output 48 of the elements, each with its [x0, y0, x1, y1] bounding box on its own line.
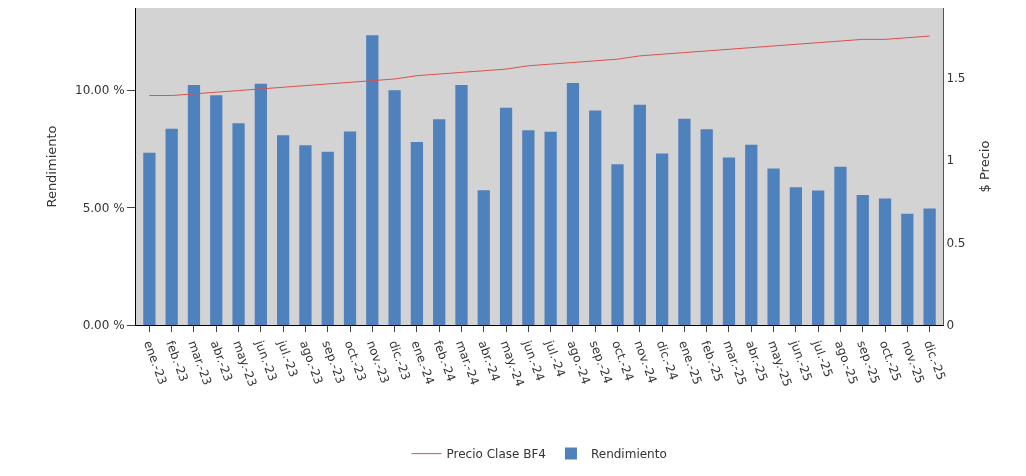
bar: [433, 119, 446, 325]
bar: [834, 166, 847, 325]
bar: [254, 83, 267, 325]
bar: [143, 152, 156, 325]
line-series: [148, 35, 931, 97]
bar: [343, 131, 357, 325]
bar: [455, 85, 468, 325]
bar: [210, 95, 223, 325]
bar: [633, 104, 646, 325]
bar: [878, 198, 892, 325]
y2-tick-label: 1: [946, 153, 955, 168]
bar: [611, 164, 624, 325]
bar: [722, 157, 736, 325]
bar: [410, 142, 424, 325]
bar: [522, 130, 535, 325]
bar: [589, 110, 602, 325]
bar: [232, 123, 245, 325]
y-axis-title: Rendimiento: [43, 125, 59, 208]
legend-label: Precio Clase BF4: [446, 447, 546, 462]
y2-tick-label: 1.5: [946, 70, 966, 85]
bar: [923, 208, 936, 325]
bar: [187, 85, 201, 325]
bar: [277, 135, 290, 325]
y-tick-label: 0.00 %: [82, 318, 125, 333]
bar: [165, 128, 178, 325]
y-tick-label: 5.00 %: [82, 200, 125, 215]
y2-tick-label: 0.5: [946, 235, 966, 250]
y2-tick-label: 0: [946, 318, 955, 333]
bar: [655, 153, 669, 325]
bar: [477, 190, 490, 325]
bar: [299, 145, 312, 325]
bar: [499, 107, 513, 325]
bar: [321, 151, 334, 325]
legend-label: Rendimiento: [590, 447, 667, 462]
bar: [566, 82, 580, 325]
y-tick-label: 10.00 %: [75, 83, 125, 98]
y2-axis-title: $ Precio: [977, 140, 993, 193]
bar: [700, 129, 713, 325]
bar: [544, 131, 557, 325]
bar: [678, 118, 691, 325]
bar: [745, 144, 758, 325]
bar: [767, 168, 780, 325]
bar: [388, 90, 401, 325]
bar: [856, 194, 869, 325]
bar: [789, 187, 802, 325]
bar: [901, 213, 914, 325]
bar: [366, 35, 379, 325]
bar: [812, 190, 825, 325]
